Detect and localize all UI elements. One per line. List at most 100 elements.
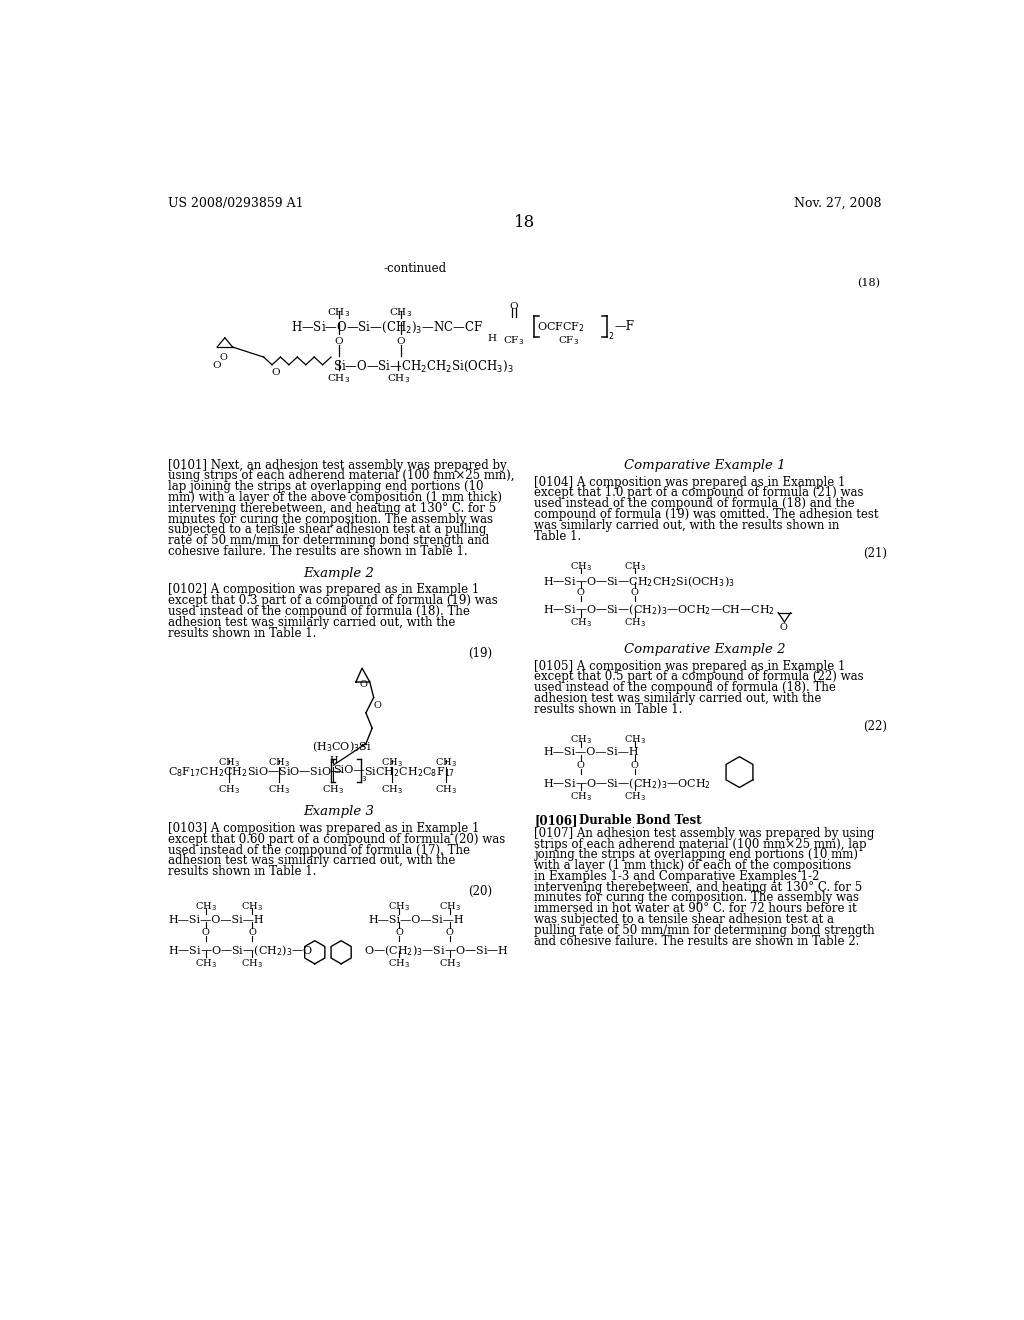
- Text: H: H: [487, 334, 497, 343]
- Text: O: O: [248, 928, 256, 937]
- Text: O: O: [359, 680, 368, 689]
- Text: (H$_3$CO)$_3$Si: (H$_3$CO)$_3$Si: [311, 739, 372, 754]
- Text: O: O: [395, 928, 403, 937]
- Text: CH$_3$: CH$_3$: [218, 756, 240, 768]
- Text: compound of formula (19) was omitted. The adhesion test: compound of formula (19) was omitted. Th…: [535, 508, 879, 521]
- Text: SiO—: SiO—: [334, 766, 365, 775]
- Text: O: O: [335, 337, 343, 346]
- Text: CH$_3$: CH$_3$: [569, 561, 592, 573]
- Text: $_2$: $_2$: [608, 331, 614, 343]
- Text: H—Si—O—Si—(CH$_2$)$_3$—OCH$_2$: H—Si—O—Si—(CH$_2$)$_3$—OCH$_2$: [544, 776, 712, 791]
- Text: C$_8$F$_{17}$CH$_2$CH$_2$SiO—SiO—SiO—: C$_8$F$_{17}$CH$_2$CH$_2$SiO—SiO—SiO—: [168, 766, 343, 779]
- Text: O: O: [396, 337, 406, 346]
- Text: CH$_3$: CH$_3$: [218, 784, 240, 796]
- Text: used instead of the compound of formula (18). The: used instead of the compound of formula …: [168, 605, 470, 618]
- Text: $_3$: $_3$: [361, 775, 368, 784]
- Text: intervening therebetween, and heating at 130° C. for 5: intervening therebetween, and heating at…: [168, 502, 497, 515]
- Text: and cohesive failure. The results are shown in Table 2.: and cohesive failure. The results are sh…: [535, 935, 859, 948]
- Text: except that 0.60 part of a compound of formula (20) was: except that 0.60 part of a compound of f…: [168, 833, 506, 846]
- Text: O: O: [213, 360, 221, 370]
- Text: (21): (21): [863, 546, 888, 560]
- Text: in Examples 1-3 and Comparative Examples 1-2: in Examples 1-3 and Comparative Examples…: [535, 870, 819, 883]
- Text: used instead of the compound of formula (17). The: used instead of the compound of formula …: [168, 843, 470, 857]
- Text: CH$_3$: CH$_3$: [438, 900, 461, 913]
- Text: except that 0.5 part of a compound of formula (22) was: except that 0.5 part of a compound of fo…: [535, 671, 863, 684]
- Text: (19): (19): [468, 647, 493, 660]
- Text: Nov. 27, 2008: Nov. 27, 2008: [794, 197, 882, 210]
- Text: [0101] Next, an adhesion test assembly was prepared by: [0101] Next, an adhesion test assembly w…: [168, 459, 507, 471]
- Text: CH$_3$: CH$_3$: [569, 616, 592, 630]
- Text: H—Si—O—Si—H: H—Si—O—Si—H: [544, 747, 639, 758]
- Text: O: O: [577, 762, 585, 771]
- Text: cohesive failure. The results are shown in Table 1.: cohesive failure. The results are shown …: [168, 545, 468, 558]
- Text: CH$_3$: CH$_3$: [241, 900, 263, 913]
- Text: H—Si—O—Si—(CH$_2$)$_3$—OCH$_2$—CH—CH$_2$: H—Si—O—Si—(CH$_2$)$_3$—OCH$_2$—CH—CH$_2$: [544, 603, 775, 618]
- Text: adhesion test was similarly carried out, with the: adhesion test was similarly carried out,…: [535, 692, 821, 705]
- Text: CH$_3$: CH$_3$: [388, 900, 411, 913]
- Text: CH$_3$: CH$_3$: [389, 306, 413, 319]
- Text: CH$_3$: CH$_3$: [241, 957, 263, 970]
- Text: CH$_3$: CH$_3$: [381, 784, 402, 796]
- Text: Comparative Example 2: Comparative Example 2: [624, 643, 785, 656]
- Text: O: O: [374, 701, 382, 710]
- Text: CH$_3$: CH$_3$: [387, 372, 410, 385]
- Text: H: H: [329, 756, 338, 764]
- Text: CH$_3$: CH$_3$: [323, 784, 344, 796]
- Text: [0107] An adhesion test assembly was prepared by using: [0107] An adhesion test assembly was pre…: [535, 826, 874, 840]
- Text: joining the strips at overlapping end portions (10 mm): joining the strips at overlapping end po…: [535, 849, 858, 862]
- Text: adhesion test was similarly carried out, with the: adhesion test was similarly carried out,…: [168, 615, 456, 628]
- Text: was subjected to a tensile shear adhesion test at a: was subjected to a tensile shear adhesio…: [535, 913, 835, 927]
- Text: immersed in hot water at 90° C. for 72 hours before it: immersed in hot water at 90° C. for 72 h…: [535, 903, 857, 915]
- Text: using strips of each adherend material (100 mm×25 mm),: using strips of each adherend material (…: [168, 470, 515, 483]
- Text: O: O: [202, 928, 210, 937]
- Text: results shown in Table 1.: results shown in Table 1.: [168, 866, 316, 878]
- Text: minutes for curing the composition. The assembly was: minutes for curing the composition. The …: [535, 891, 859, 904]
- Text: Example 3: Example 3: [303, 805, 374, 818]
- Text: CH$_3$: CH$_3$: [435, 756, 457, 768]
- Text: O: O: [271, 368, 280, 376]
- Text: SiCH$_2$CH$_2$C$_8$F$_{17}$: SiCH$_2$CH$_2$C$_8$F$_{17}$: [365, 766, 456, 779]
- Text: [0105] A composition was prepared as in Example 1: [0105] A composition was prepared as in …: [535, 660, 846, 673]
- Text: US 2008/0293859 A1: US 2008/0293859 A1: [168, 197, 304, 210]
- Text: rate of 50 mm/min for determining bond strength and: rate of 50 mm/min for determining bond s…: [168, 535, 489, 548]
- Text: Table 1.: Table 1.: [535, 529, 582, 543]
- Text: CH$_3$: CH$_3$: [569, 734, 592, 746]
- Text: (22): (22): [863, 719, 888, 733]
- Text: CH$_3$: CH$_3$: [438, 957, 461, 970]
- Text: CF$_3$: CF$_3$: [558, 334, 580, 347]
- Text: except that 1.0 part of a compound of formula (21) was: except that 1.0 part of a compound of fo…: [535, 487, 863, 499]
- Text: intervening therebetween, and heating at 130° C. for 5: intervening therebetween, and heating at…: [535, 880, 862, 894]
- Text: subjected to a tensile shear adhesion test at a pulling: subjected to a tensile shear adhesion te…: [168, 524, 486, 536]
- Text: [0103] A composition was prepared as in Example 1: [0103] A composition was prepared as in …: [168, 822, 479, 836]
- Text: strips of each adherend material (100 mm×25 mm), lap: strips of each adherend material (100 mm…: [535, 838, 866, 850]
- Text: CH$_3$: CH$_3$: [195, 957, 216, 970]
- Text: [0104] A composition was prepared as in Example 1: [0104] A composition was prepared as in …: [535, 475, 846, 488]
- Text: minutes for curing the composition. The assembly was: minutes for curing the composition. The …: [168, 512, 494, 525]
- Text: O: O: [631, 589, 639, 597]
- Text: H—Si—O—Si—CH$_2$CH$_2$Si(OCH$_3$)$_3$: H—Si—O—Si—CH$_2$CH$_2$Si(OCH$_3$)$_3$: [544, 574, 735, 589]
- Text: (18): (18): [857, 277, 880, 288]
- Text: adhesion test was similarly carried out, with the: adhesion test was similarly carried out,…: [168, 854, 456, 867]
- Text: results shown in Table 1.: results shown in Table 1.: [168, 627, 316, 640]
- Text: H—Si—O—Si—(CH$_2$)$_3$—NC—CF: H—Si—O—Si—(CH$_2$)$_3$—NC—CF: [291, 321, 482, 335]
- Text: (20): (20): [468, 886, 493, 899]
- Text: —F: —F: [614, 321, 635, 333]
- Text: results shown in Table 1.: results shown in Table 1.: [535, 702, 682, 715]
- Text: O: O: [445, 928, 454, 937]
- Text: O: O: [779, 623, 787, 632]
- Text: used instead of the compound of formula (18) and the: used instead of the compound of formula …: [535, 498, 855, 511]
- Text: [0106]: [0106]: [535, 814, 578, 828]
- Text: CH$_3$: CH$_3$: [624, 561, 646, 573]
- Text: CH$_3$: CH$_3$: [328, 372, 350, 385]
- Text: except that 0.3 part of a compound of formula (19) was: except that 0.3 part of a compound of fo…: [168, 594, 498, 607]
- Text: Durable Bond Test: Durable Bond Test: [579, 814, 701, 828]
- Text: OCFCF$_2$: OCFCF$_2$: [538, 321, 585, 334]
- Text: CH$_3$: CH$_3$: [268, 784, 290, 796]
- Text: was similarly carried out, with the results shown in: was similarly carried out, with the resu…: [535, 519, 840, 532]
- Text: pulling rate of 50 mm/min for determining bond strength: pulling rate of 50 mm/min for determinin…: [535, 924, 874, 937]
- Text: CH$_3$: CH$_3$: [624, 616, 646, 630]
- Text: mm) with a layer of the above composition (1 mm thick): mm) with a layer of the above compositio…: [168, 491, 503, 504]
- Text: H—Si—O—Si—H: H—Si—O—Si—H: [168, 915, 264, 924]
- Text: CH$_3$: CH$_3$: [435, 784, 457, 796]
- Text: CH$_3$: CH$_3$: [624, 789, 646, 803]
